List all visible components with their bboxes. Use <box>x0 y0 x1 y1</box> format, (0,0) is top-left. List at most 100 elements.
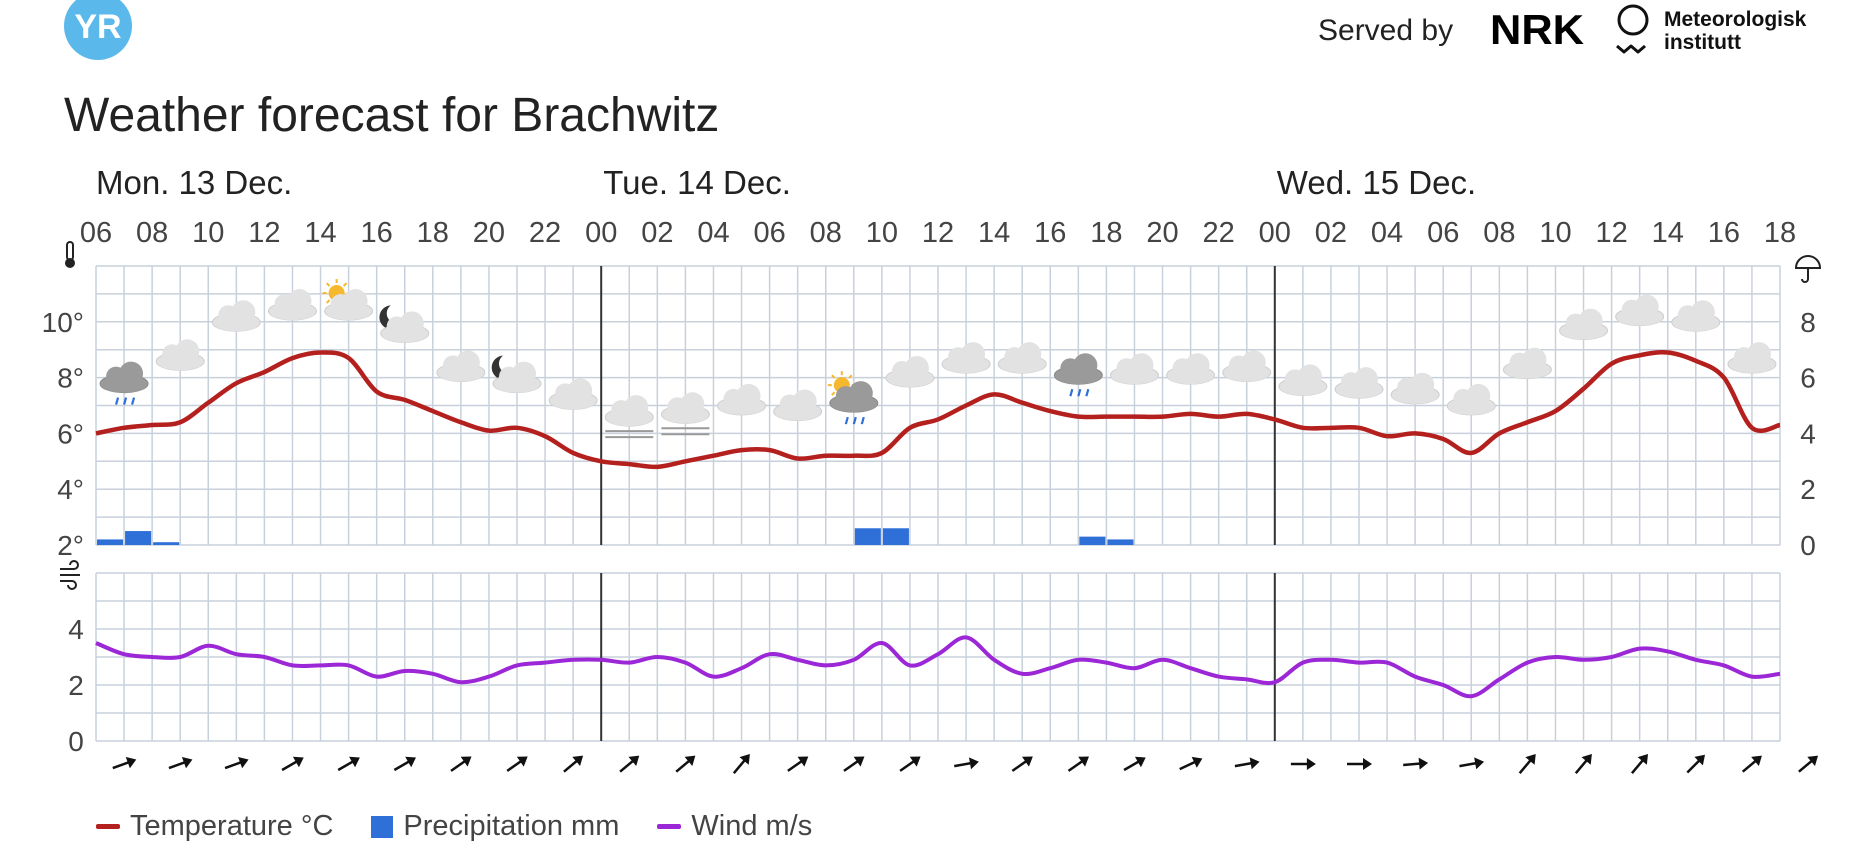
hour-tick-label: 06 <box>753 217 785 249</box>
arrow-head <box>516 756 528 767</box>
hour-tick-label: 18 <box>1764 217 1796 249</box>
precip-axis-label: 6 <box>1800 363 1816 394</box>
legend-swatch-precipitation <box>371 815 394 838</box>
arrow-head <box>1363 758 1372 770</box>
cloud-shape <box>494 376 540 393</box>
thermometer-icon-tube <box>66 241 74 261</box>
fog-cloud-icon <box>604 395 654 439</box>
sun-ray <box>325 282 331 287</box>
met-logo-text: Meteorologisk institutt <box>1664 8 1807 54</box>
hour-tick-label: 10 <box>192 217 224 249</box>
arrow-head <box>125 756 137 769</box>
raindrop <box>860 416 865 425</box>
day-label: Wed. 15 Dec. <box>1277 164 1476 201</box>
fog-cloud-icon <box>660 392 710 436</box>
wind-axis-label: 0 <box>68 726 84 757</box>
arrow-head <box>1022 756 1033 767</box>
day-label: Mon. 13 Dec. <box>96 164 292 201</box>
yr-logo[interactable]: YR <box>62 0 134 62</box>
wind-direction-arrow-icon <box>506 756 528 772</box>
wind-direction-arrow-icon <box>1741 755 1762 773</box>
hour-tick-label: 08 <box>1483 217 1515 249</box>
page-title: Weather forecast for Brachwitz <box>64 89 720 142</box>
wind-direction-arrow-icon <box>1518 754 1536 774</box>
cloud-icon <box>211 300 261 332</box>
cloud-icon <box>267 289 317 321</box>
met-institute-logo-text: Meteorologisk institutt <box>1664 8 1814 54</box>
wind-direction-arrow-icon <box>1347 758 1372 770</box>
arrow-head <box>628 755 640 767</box>
arrow-head <box>853 756 865 767</box>
legend-label-precipitation: Precipitation mm <box>403 810 620 842</box>
temp-axis-label: 6° <box>57 418 84 449</box>
arrow-head <box>349 756 360 768</box>
moon-cloud-icon <box>379 305 430 343</box>
hour-tick-label: 10 <box>1539 217 1571 249</box>
wind-direction-arrow-icon <box>224 756 249 770</box>
precipitation-bar <box>1107 539 1134 545</box>
hour-tick-label: 12 <box>922 217 954 249</box>
raindrop <box>1069 388 1074 397</box>
temp-axis-label: 8° <box>57 363 84 394</box>
precipitation-bar <box>1079 536 1106 545</box>
cloud-icon <box>773 389 823 421</box>
partly-sunny-rain-icon <box>827 371 879 425</box>
cloud-icon <box>1727 342 1777 374</box>
wind-direction-arrow-icon <box>1630 754 1649 774</box>
cloud-icon <box>1559 308 1609 341</box>
wind-direction-arrow-icon <box>1067 756 1089 772</box>
wind-icon-line <box>60 580 77 590</box>
hour-tick-label: 18 <box>417 217 449 249</box>
nrk-logo[interactable]: NRK <box>1490 10 1586 48</box>
served-by-label: Served by <box>1318 14 1454 47</box>
arrow-head <box>1078 756 1089 767</box>
wind-direction-arrow-icon <box>787 756 809 772</box>
cloud-icon <box>548 378 598 410</box>
forecast-chart: Mon. 13 Dec. Tue. 14 Dec. Wed. 15 Dec.06 08… <box>42 164 1822 774</box>
arrow-head <box>1474 757 1485 770</box>
precipitation-bar <box>125 531 152 545</box>
cloud-shape <box>1111 368 1158 385</box>
precipitation-bar <box>97 539 124 545</box>
hour-tick-label: 06 <box>1427 217 1459 249</box>
cloud-shape <box>1167 368 1214 385</box>
cloud-shape <box>1336 382 1382 399</box>
arrow-head <box>1581 754 1592 765</box>
hour-tick-label: 12 <box>1595 217 1627 249</box>
cloud-icon <box>1166 353 1216 385</box>
raindrop <box>844 416 849 425</box>
grid-lines <box>95 265 1781 742</box>
cloud-shape <box>550 393 597 410</box>
cloud-shape <box>325 304 372 321</box>
arrow-head <box>739 754 750 765</box>
legend-label-temperature: Temperature °C <box>130 810 334 842</box>
sun-ray <box>342 282 348 287</box>
legend-swatch-temperature <box>96 824 120 829</box>
legend-swatch-wind <box>657 824 682 829</box>
arrow-head <box>684 755 696 767</box>
wind-direction-arrow-icon <box>1011 756 1033 772</box>
wind-direction-arrow-icon <box>1290 758 1316 770</box>
wind-direction-arrow-icon <box>843 756 865 772</box>
hour-tick-label: 22 <box>529 217 561 249</box>
arrow-head <box>1525 754 1536 765</box>
cloud-shape <box>1728 357 1775 374</box>
cloud-icon <box>941 342 991 374</box>
cloud-shape <box>943 357 990 374</box>
moon-shape <box>491 355 515 380</box>
cloud-shape <box>1055 368 1102 385</box>
wind-direction-arrow-icon <box>619 755 640 773</box>
raindrop <box>131 397 136 405</box>
cloud-shape <box>213 315 260 332</box>
nrk-logo-text: NRK <box>1490 10 1584 48</box>
sun-ray <box>848 374 853 379</box>
precip-axis-label: 8 <box>1800 307 1816 338</box>
raindrop <box>1077 388 1082 397</box>
cloud-shape <box>1672 315 1719 332</box>
hour-tick-label: 06 <box>80 217 112 249</box>
rain-cloud-icon <box>99 361 149 405</box>
raindrop <box>852 416 857 425</box>
met-institute-logo-icon[interactable] <box>1612 2 1654 58</box>
hour-tick-label: 14 <box>978 217 1010 249</box>
cloud-shape <box>830 396 877 413</box>
